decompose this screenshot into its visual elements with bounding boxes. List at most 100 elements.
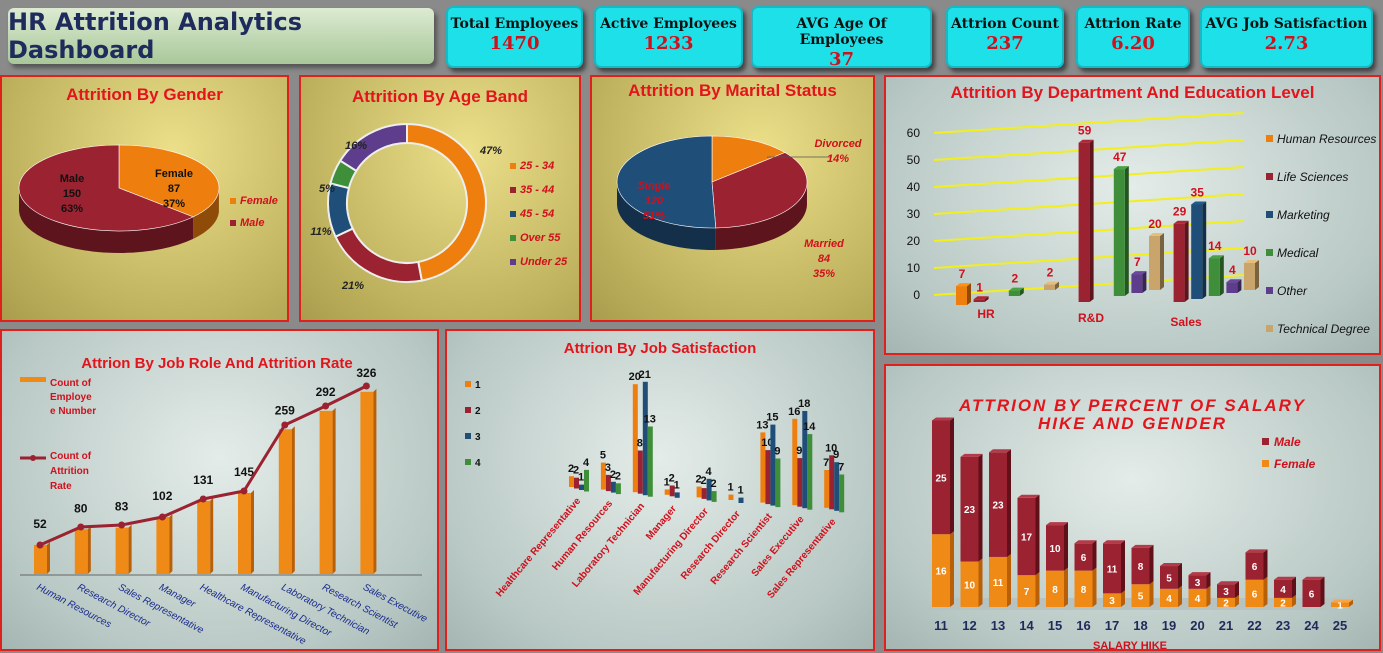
bar-top (1017, 494, 1040, 498)
x-tick-label: 11 (934, 618, 948, 633)
legend-label: 45 - 54 (519, 208, 554, 220)
male-bar-value: 11 (1107, 564, 1118, 575)
male-bar-side (1092, 540, 1097, 571)
legend-label: Female (1274, 457, 1316, 471)
dept-bar (1113, 169, 1125, 296)
legend-swatch (1266, 173, 1273, 180)
dept-bar-value: 35 (1191, 186, 1205, 200)
male-bar-value: 5 (1166, 573, 1172, 584)
legend-swatch (230, 198, 236, 204)
x-tick-label: 24 (1304, 618, 1319, 633)
panel-attrition-by-job-role: Attrion By Job Role And Attrition Rate 5… (0, 329, 439, 651)
male-bar-side (1263, 549, 1268, 580)
male-bar (1188, 575, 1207, 589)
jobrole-bar-value: 102 (152, 489, 172, 503)
x-category-label: Research Director (75, 582, 152, 630)
dept-bar-value: 1 (976, 280, 983, 294)
jobsat-bar-value: 1 (578, 472, 584, 484)
jobrole-bar-side (128, 524, 132, 574)
x-tick-label: 18 (1133, 618, 1147, 633)
dept-bar (1044, 284, 1055, 290)
dept-bar-side (1255, 260, 1259, 290)
female-bar-side (1064, 567, 1068, 607)
dept-bar-side (1219, 255, 1224, 296)
bar-top (1103, 540, 1125, 544)
jobsat-bar-value: 8 (637, 438, 643, 450)
male-bar (989, 452, 1007, 557)
gender-slice-side (193, 189, 219, 239)
female-bar-side (1263, 576, 1268, 607)
x-category-label: Research Director (679, 509, 743, 582)
y-tick-label: 30 (907, 207, 921, 221)
female-bar (1046, 570, 1064, 607)
dept-bar-top (1244, 260, 1259, 263)
jobsat-bar-value: 13 (756, 419, 768, 431)
gender-slice (18, 144, 194, 232)
female-bar-value: 5 (1138, 592, 1144, 603)
jobsat-bar (839, 474, 845, 513)
bar-top (1046, 522, 1068, 526)
dept-bar-side (1124, 166, 1129, 296)
female-bar-side (1292, 594, 1296, 607)
x-tick-label: 16 (1076, 618, 1090, 633)
panel-attrition-by-age-band: Attrition By Age Band 47% 21% 11% 5% 16% 25 -… (299, 75, 581, 322)
bar-top (960, 453, 983, 457)
attrition-rate-point (36, 541, 44, 549)
male-bar (1274, 579, 1292, 598)
jobsat-bar-value: 2 (669, 473, 675, 485)
dept-bar-value: 4 (1229, 263, 1236, 277)
jobsat-bar-value: 2 (573, 465, 579, 477)
male-bar-side (1121, 540, 1125, 594)
jobsat-bar (834, 462, 840, 511)
male-bar-side (1320, 576, 1325, 607)
female-bar (1188, 588, 1207, 607)
x-tick-label: 21 (1219, 618, 1233, 633)
legend-swatch (1262, 460, 1269, 467)
x-axis-title: SALARY HIKE (1093, 640, 1167, 651)
dept-bar-side (1237, 279, 1242, 293)
legend-marker (30, 455, 36, 461)
bar-top (1302, 576, 1325, 580)
dept-bar (1078, 142, 1090, 302)
female-bar (1017, 575, 1036, 607)
jobsat-bar (600, 462, 606, 490)
male-bar-side (978, 453, 983, 562)
jobsat-bar (760, 432, 766, 503)
male-bar-side (1206, 572, 1211, 589)
male-bar-value: 25 (935, 473, 947, 484)
jobsat-bar (642, 381, 648, 496)
jobsat-bar (615, 483, 621, 495)
dept-bar-side (1202, 201, 1207, 299)
dept-bar-value: 59 (1078, 124, 1092, 138)
jobsat-bar (610, 481, 616, 493)
female-bar-side (1092, 567, 1097, 607)
male-bar-side (1007, 449, 1011, 557)
jobrole-bar-value: 259 (275, 403, 295, 417)
jobsat-bar-value: 2 (701, 475, 707, 487)
legend-swatch (20, 377, 46, 382)
jobsat-bar (669, 485, 675, 497)
legend-label: e Number (50, 406, 96, 417)
gender-value-female: 87 (168, 183, 180, 195)
female-bar (1103, 593, 1121, 607)
male-bar (1160, 566, 1178, 589)
legend-label: 2 (475, 406, 481, 417)
x-tick-label: 17 (1105, 618, 1119, 633)
bar-top (1131, 544, 1154, 548)
chart-title: Attrition By Age Band (352, 87, 528, 106)
marital-label: Single (637, 180, 670, 192)
jobsat-bar-value: 1 (664, 476, 670, 488)
kpi-avg-job-satisfaction: AVG Job Satisfaction 2.73 (1200, 6, 1373, 68)
legend-label: Attrition (50, 466, 89, 477)
female-bar-side (1035, 572, 1040, 607)
jobsat-bar-value: 4 (706, 466, 713, 478)
kpi-attrition-count: Attrion Count 237 (946, 6, 1064, 68)
legend-label: 25 - 34 (519, 160, 554, 172)
jobrole-bar (156, 517, 170, 574)
kpi-value: 6.20 (1111, 33, 1155, 54)
male-bar-value: 6 (1252, 562, 1258, 573)
gender-slice-side (19, 188, 194, 253)
dept-bar-value: 29 (1173, 205, 1187, 219)
jobsat-bar (701, 488, 707, 499)
